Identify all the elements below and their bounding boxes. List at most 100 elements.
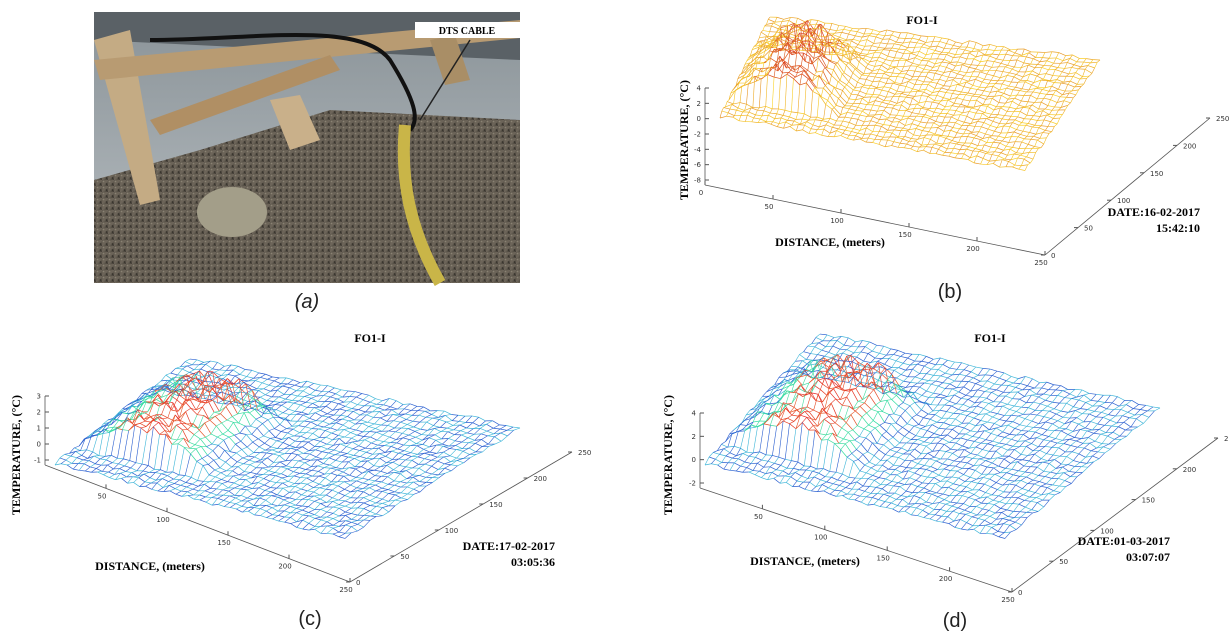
mesh-line <box>724 108 730 109</box>
mesh-line <box>111 428 116 455</box>
mesh-line <box>961 154 963 159</box>
mesh-line <box>352 519 358 520</box>
mesh-line <box>819 36 826 37</box>
mesh-line <box>217 434 222 437</box>
mesh-line <box>886 72 893 73</box>
mesh-line <box>720 111 722 118</box>
mesh-line <box>949 153 951 156</box>
mesh-line <box>991 80 998 81</box>
mesh-line <box>332 399 338 402</box>
mesh-line <box>432 414 439 417</box>
mesh-line <box>995 81 997 84</box>
mesh-line <box>418 411 425 412</box>
mesh-line <box>211 493 217 495</box>
mesh-line <box>955 133 957 138</box>
mesh-line <box>1007 127 1010 133</box>
mesh-line <box>917 43 924 44</box>
mesh-line <box>998 115 1005 116</box>
mesh-line <box>351 433 358 436</box>
mesh-line <box>1006 54 1013 56</box>
mesh-line <box>1006 86 1008 88</box>
mesh-line <box>304 418 310 421</box>
mesh-line <box>457 460 464 462</box>
mesh-line <box>775 114 777 119</box>
mesh-line <box>408 429 415 432</box>
mesh-line <box>849 109 855 111</box>
mesh-line <box>130 425 135 460</box>
mesh-line <box>347 454 354 456</box>
mesh-line <box>975 146 978 149</box>
mesh-line <box>149 469 154 472</box>
mesh-line <box>911 149 917 152</box>
mesh-line <box>121 473 127 477</box>
mesh-line <box>890 108 892 115</box>
mesh-line <box>981 105 983 106</box>
mesh-line <box>363 395 369 400</box>
mesh-line <box>1067 63 1074 65</box>
mesh-line <box>952 106 959 107</box>
mesh-line <box>260 450 266 452</box>
mesh-line <box>834 136 840 137</box>
mesh-line <box>95 464 101 465</box>
mesh-line <box>1065 84 1068 91</box>
mesh-line <box>339 537 345 539</box>
mesh-line <box>1033 92 1040 93</box>
mesh-line <box>955 154 957 158</box>
mesh-line <box>236 509 242 512</box>
mesh-line <box>1044 98 1051 99</box>
mesh-line <box>897 127 903 128</box>
mesh-line <box>942 73 944 76</box>
mesh-line <box>863 46 865 49</box>
mesh-line <box>1022 123 1029 124</box>
mesh-line <box>209 475 215 477</box>
mesh-line <box>302 407 307 412</box>
mesh-line <box>168 476 174 480</box>
mesh-line <box>926 84 928 89</box>
mesh-line <box>413 482 419 486</box>
mesh-line <box>1001 63 1008 65</box>
mesh-line <box>1014 154 1020 155</box>
mesh-line <box>274 425 279 429</box>
mesh-line <box>800 83 806 85</box>
mesh-line <box>74 448 80 451</box>
mesh-line <box>241 490 247 496</box>
mesh-line <box>840 50 847 52</box>
mesh-line <box>1010 149 1016 153</box>
mesh-line <box>144 417 150 420</box>
mesh-line <box>895 115 897 117</box>
mesh-line <box>981 95 988 96</box>
mesh-line <box>240 433 246 434</box>
mesh-line <box>467 433 474 434</box>
mesh-line <box>290 446 296 448</box>
mesh-line <box>184 401 190 408</box>
mesh-line <box>257 424 262 429</box>
mesh-line <box>954 144 956 148</box>
mesh-line <box>722 108 724 111</box>
mesh-line <box>937 71 944 73</box>
mesh-line <box>967 107 974 108</box>
mesh-line <box>291 450 297 454</box>
mesh-line <box>352 405 358 409</box>
mesh-line <box>351 527 357 531</box>
mesh-line <box>318 395 323 401</box>
mesh-line <box>277 390 284 394</box>
mesh-line <box>886 132 892 133</box>
mesh-line <box>161 470 167 473</box>
mesh-line <box>979 97 986 100</box>
mesh-line <box>258 474 264 476</box>
mesh-line <box>366 452 373 454</box>
mesh-line <box>810 57 817 72</box>
mesh-line <box>760 119 766 122</box>
mesh-line <box>903 110 905 116</box>
mesh-line <box>354 455 361 456</box>
mesh-line <box>93 435 98 452</box>
mesh-line <box>837 45 844 48</box>
mesh-line <box>864 121 870 122</box>
mesh-line <box>851 114 853 119</box>
mesh-line <box>834 70 841 81</box>
mesh-line <box>922 69 924 72</box>
mesh-line <box>173 403 178 412</box>
mesh-line <box>340 444 347 447</box>
mesh-line <box>231 457 237 462</box>
mesh-line <box>964 149 966 154</box>
